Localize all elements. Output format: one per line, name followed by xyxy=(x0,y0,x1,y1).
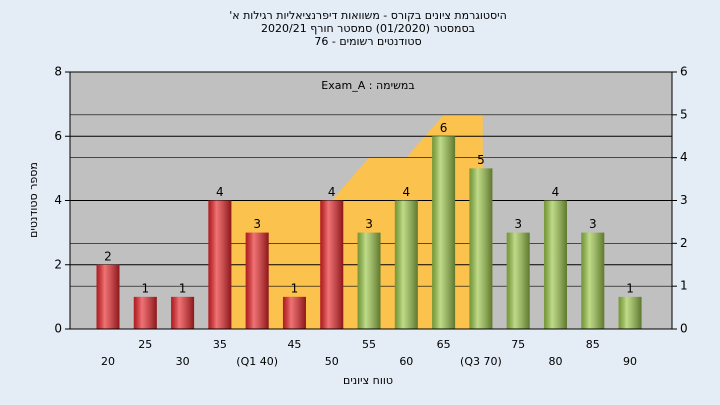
x-tick-label: (Q1 40) xyxy=(236,355,278,368)
x-tick-label: 45 xyxy=(287,338,301,351)
y-tick-label: 4 xyxy=(54,193,62,207)
data-label: 1 xyxy=(291,281,299,295)
plot-border xyxy=(69,71,673,330)
x-tick-label: 50 xyxy=(325,355,339,368)
data-label: 1 xyxy=(179,281,187,295)
bar-shade xyxy=(171,296,195,329)
data-label: 3 xyxy=(514,217,522,231)
bar-shade xyxy=(432,136,456,329)
data-label: 4 xyxy=(402,185,410,199)
x-tick-label: 30 xyxy=(176,355,190,368)
bar-shade xyxy=(581,232,605,329)
chart-subtitle: סטודנטים רשומים - 76 xyxy=(314,35,421,48)
bar-shade xyxy=(469,168,493,329)
bar-shade xyxy=(245,232,269,329)
bar-shade xyxy=(133,296,157,329)
x-tick-label: 65 xyxy=(437,338,451,351)
y2-tick-label: 1 xyxy=(680,279,688,293)
data-label: 4 xyxy=(216,185,224,199)
y2-tick-label: 4 xyxy=(680,150,688,164)
data-label: 3 xyxy=(253,217,261,231)
data-label: 3 xyxy=(589,217,597,231)
x-tick-label: 20 xyxy=(101,355,115,368)
bar-shade xyxy=(282,296,306,329)
x-tick-label: 75 xyxy=(511,338,525,351)
x-tick-label: (Q3 70) xyxy=(460,355,502,368)
x-tick-label: 25 xyxy=(138,338,152,351)
x-axis-label: טווח ציונים xyxy=(343,374,393,387)
x-tick-label: 35 xyxy=(213,338,227,351)
bar-shade xyxy=(394,200,418,329)
x-tick-label: 60 xyxy=(399,355,413,368)
y-axis-label: מספר סטודנטים xyxy=(27,162,40,238)
x-tick-label: 55 xyxy=(362,338,376,351)
x-tick-label: 85 xyxy=(586,338,600,351)
bar-shade xyxy=(506,232,530,329)
data-label: 1 xyxy=(141,281,149,295)
y2-tick-label: 2 xyxy=(680,236,688,250)
bar-shade xyxy=(320,200,344,329)
bar-shade xyxy=(357,232,381,329)
data-label: 2 xyxy=(104,249,112,263)
y2-tick-label: 3 xyxy=(680,193,688,207)
area xyxy=(230,114,483,329)
y-tick-label: 2 xyxy=(54,257,62,271)
data-label: 5 xyxy=(477,153,485,167)
y-tick-label: 0 xyxy=(54,322,62,336)
chart-subtitle: בסמסטר (01/2020) סמסטר חורף 2020/21 xyxy=(261,22,475,35)
y-tick-label: 8 xyxy=(54,65,62,79)
y2-tick-label: 6 xyxy=(680,65,688,79)
x-tick-label: 90 xyxy=(623,355,637,368)
annotation: במשימה : Exam_A xyxy=(321,79,414,92)
y2-tick-label: 5 xyxy=(680,107,688,121)
data-label: 1 xyxy=(626,281,634,295)
data-label: 6 xyxy=(440,121,448,135)
data-label: 3 xyxy=(365,217,373,231)
bar-shade xyxy=(96,264,120,329)
y2-tick-label: 0 xyxy=(680,322,688,336)
x-tick-label: 80 xyxy=(548,355,562,368)
data-label: 4 xyxy=(552,185,560,199)
bar-shade xyxy=(618,296,642,329)
chart-title: היסטוגרמת ציונים בקורס - משוואות דיפרנצי… xyxy=(229,9,507,22)
bar-shade xyxy=(543,200,567,329)
bar-shade xyxy=(208,200,232,329)
y-tick-label: 6 xyxy=(54,129,62,143)
data-label: 4 xyxy=(328,185,336,199)
